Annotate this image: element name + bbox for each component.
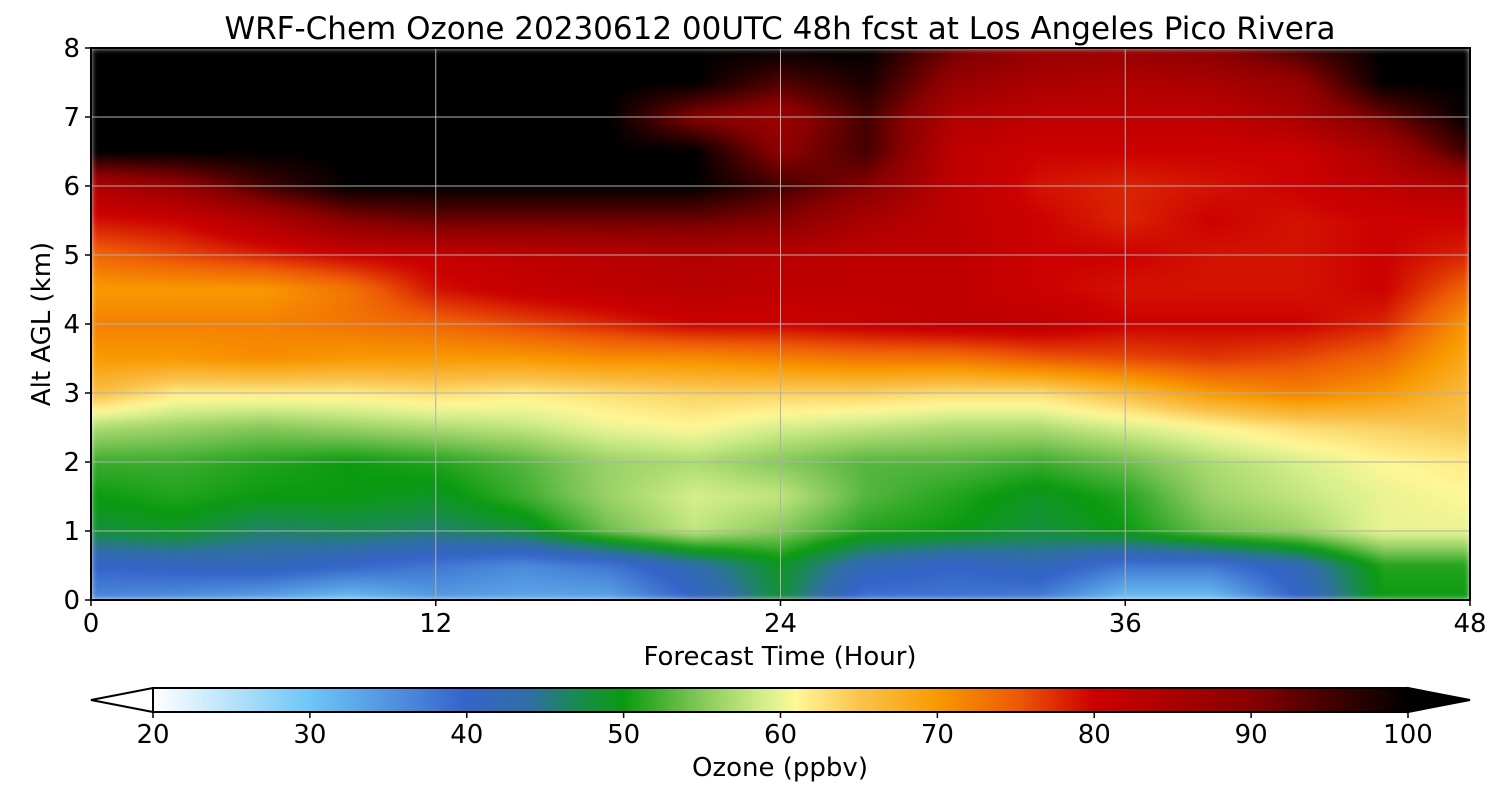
y-axis-label: Alt AGL (km) — [27, 242, 57, 406]
colorbar-low-extension — [90, 686, 154, 714]
y-tick-label: 0 — [63, 586, 80, 616]
colorbar-ticks: 20 30 40 50 60 70 80 90 100 — [136, 712, 1433, 750]
grid — [91, 48, 1470, 600]
colorbar-tick-label: 50 — [607, 720, 640, 750]
y-tick-label: 5 — [63, 241, 80, 271]
colorbar-label: Ozone (ppbv) — [692, 753, 868, 783]
x-tick-label: 0 — [83, 609, 100, 639]
y-tick-label: 7 — [63, 103, 80, 133]
x-tick-label: 48 — [1453, 609, 1486, 639]
x-tick-label: 36 — [1109, 609, 1142, 639]
colorbar-tick-label: 80 — [1078, 720, 1111, 750]
x-axis: 0 12 24 36 48 — [83, 600, 1487, 639]
x-tick-label: 24 — [764, 609, 797, 639]
colorbar-tick-label: 90 — [1235, 720, 1268, 750]
colorbar: 20 30 40 50 60 70 80 90 100 — [90, 686, 1471, 750]
colorbar-tick-label: 40 — [450, 720, 483, 750]
colorbar-bar — [152, 687, 1409, 713]
colorbar-tick-label: 70 — [921, 720, 954, 750]
y-tick-label: 6 — [63, 172, 80, 202]
y-tick-label: 4 — [63, 310, 80, 340]
colorbar-high-extension — [1407, 686, 1471, 714]
x-axis-label: Forecast Time (Hour) — [643, 642, 916, 672]
colorbar-tick-label: 30 — [293, 720, 326, 750]
y-axis: 0 1 2 3 4 5 6 7 8 — [63, 34, 91, 616]
colorbar-tick-label: 20 — [136, 720, 169, 750]
y-tick-label: 2 — [63, 448, 80, 478]
colorbar-tick-label: 60 — [764, 720, 797, 750]
y-tick-label: 8 — [63, 34, 80, 64]
y-tick-label: 3 — [63, 379, 80, 409]
chart-title: WRF-Chem Ozone 20230612 00UTC 48h fcst a… — [224, 11, 1335, 47]
x-tick-label: 12 — [419, 609, 452, 639]
y-tick-label: 1 — [63, 517, 80, 547]
colorbar-tick-label: 100 — [1383, 720, 1433, 750]
